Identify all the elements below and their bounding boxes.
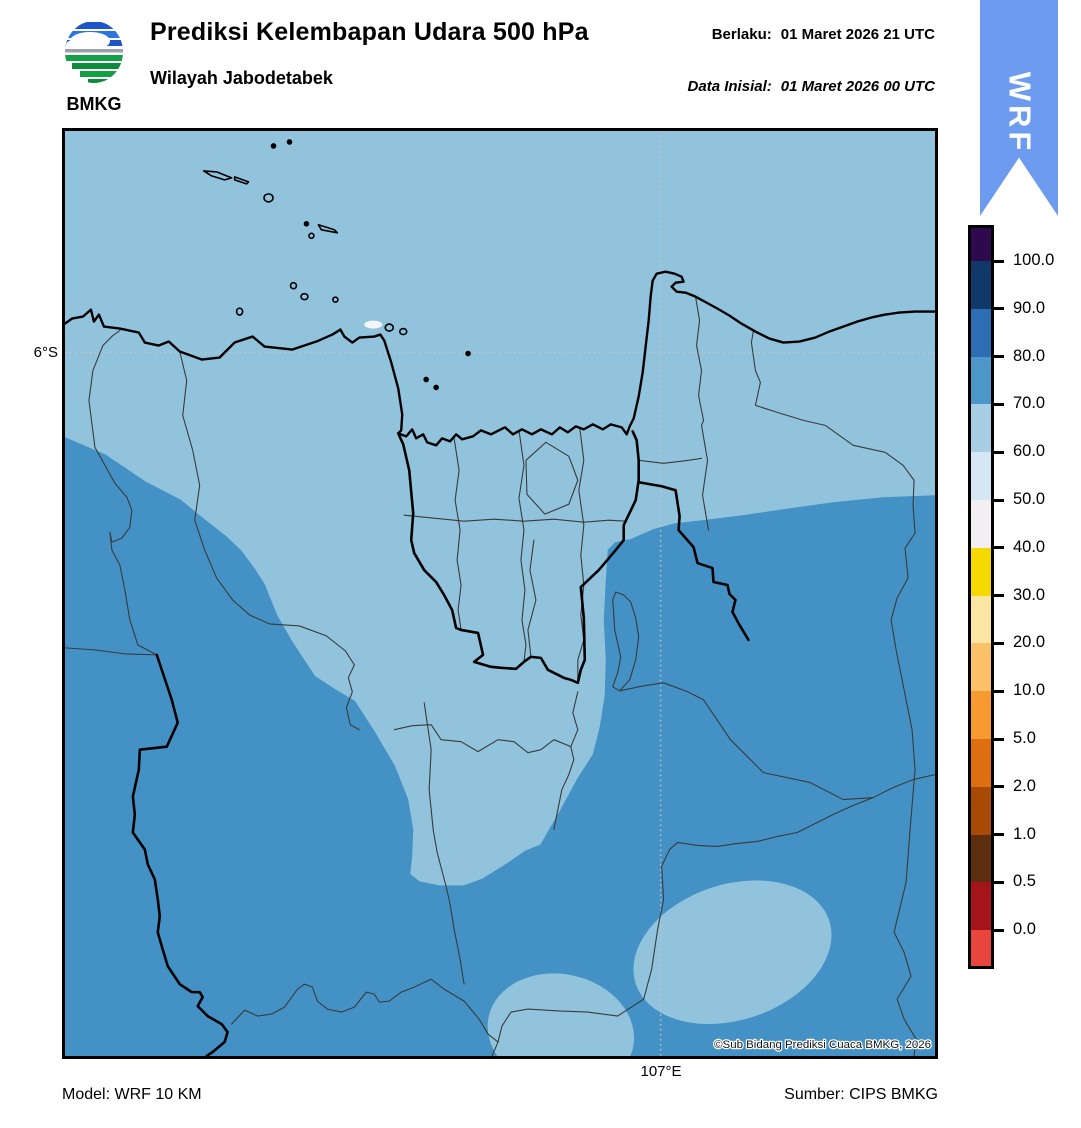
map-canvas: ©Sub Bidang Prediksi Cuaca BMKG, 2026 [65, 131, 935, 1056]
colorbar-tick [991, 450, 1004, 454]
colorbar-tick [991, 259, 1004, 263]
colorbar-segment [971, 930, 991, 966]
wrf-ribbon-label: WRF [1002, 71, 1037, 154]
colorbar-tick [991, 928, 1004, 932]
bmkg-logo-globe [65, 21, 123, 83]
colorbar-tick-label: 100.0 [1013, 251, 1055, 270]
colorbar-segment [971, 786, 991, 835]
footer-source: Sumber: CIPS BMKG [784, 1086, 938, 1103]
valid-time-label: Berlaku: [711, 26, 772, 43]
bmkg-logo: BMKG [65, 21, 123, 114]
colorbar-segment [971, 834, 991, 883]
colorbar-tick [991, 689, 1004, 693]
colorbar-tick [991, 594, 1004, 598]
colorbar-tick-label: 60.0 [1013, 442, 1046, 461]
admin-boundaries-thick [131, 430, 750, 1056]
colorbar-segment [971, 595, 991, 644]
colorbar-tick-label: 10.0 [1013, 681, 1046, 700]
colorbar-tick-label: 2.0 [1013, 776, 1036, 795]
init-time-value: 01 Maret 2026 00 UTC [780, 78, 935, 95]
colorbar-tick [991, 307, 1004, 311]
colorbar-segment [971, 261, 991, 309]
colorbar-tick-label: 5.0 [1013, 729, 1036, 748]
footer-model: Model: WRF 10 KM [62, 1086, 202, 1103]
colorbar-segment [971, 452, 991, 500]
colorbar-segment [971, 643, 991, 692]
colorbar-tick-label: 70.0 [1013, 394, 1046, 413]
colorbar-tick-label: 20.0 [1013, 633, 1046, 652]
island-dot [286, 139, 293, 145]
colorbar-tick-label: 0.5 [1013, 872, 1036, 891]
colorbar-segment [971, 228, 991, 261]
map-copyright: ©Sub Bidang Prediksi Cuaca BMKG, 2026 [714, 1039, 931, 1051]
colorbar-segment [971, 404, 991, 453]
admin-boundaries-thin [65, 296, 935, 1056]
coastline [65, 270, 935, 447]
colorbar-segment [971, 882, 991, 931]
valid-time-line: Berlaku: 01 Maret 2026 21 UTC [712, 26, 935, 43]
colorbar-tick [991, 785, 1004, 789]
wrf-ribbon: WRF [980, 0, 1058, 216]
init-time-line: Data Inisial: 01 Maret 2026 00 UTC [688, 78, 935, 95]
colorbar-tick [991, 498, 1004, 502]
colorbar-bar [968, 225, 994, 969]
valid-time-value: 01 Maret 2026 21 UTC [780, 26, 935, 43]
colorbar-tick [991, 402, 1004, 406]
colorbar-tick [991, 641, 1004, 645]
lat-tick-label: 6°S [33, 344, 58, 361]
colorbar-tick-label: 50.0 [1013, 490, 1046, 509]
page-subtitle: Wilayah Jabodetabek [150, 68, 333, 88]
contour-region-60-70-patches [487, 880, 832, 1056]
colorbar-segment [971, 691, 991, 739]
lon-tick-label: 107°E [640, 1063, 682, 1080]
colorbar: 100.0 90.0 80.0 70.0 60.0 50.0 40.0 30.0 20.0 10.… [968, 225, 1080, 970]
colorbar-tick [991, 737, 1004, 741]
colorbar-segment [971, 308, 991, 357]
page-title: Prediksi Kelembapan Udara 500 hPa [150, 18, 589, 46]
colorbar-tick-label: 30.0 [1013, 585, 1046, 604]
gridlines [65, 131, 935, 1056]
island-dot [270, 143, 277, 149]
colorbar-segment [971, 356, 991, 405]
init-time-label: Data Inisial: [687, 78, 772, 95]
contour-region-50-60-patch [364, 320, 383, 329]
colorbar-tick-label: 0.0 [1013, 920, 1036, 939]
colorbar-tick [991, 880, 1004, 884]
colorbar-tick-label: 90.0 [1013, 298, 1046, 317]
islands [202, 139, 471, 391]
colorbar-segment [971, 547, 991, 596]
colorbar-segment [971, 739, 991, 787]
bmkg-logo-text: BMKG [67, 94, 122, 114]
colorbar-tick [991, 355, 1004, 359]
colorbar-tick-label: 1.0 [1013, 824, 1036, 843]
colorbar-tick [991, 546, 1004, 550]
colorbar-segment [971, 500, 991, 548]
colorbar-tick [991, 833, 1004, 837]
colorbar-tick-label: 80.0 [1013, 346, 1046, 365]
map-frame: ©Sub Bidang Prediksi Cuaca BMKG, 2026 [62, 128, 938, 1059]
colorbar-tick-label: 40.0 [1013, 537, 1046, 556]
